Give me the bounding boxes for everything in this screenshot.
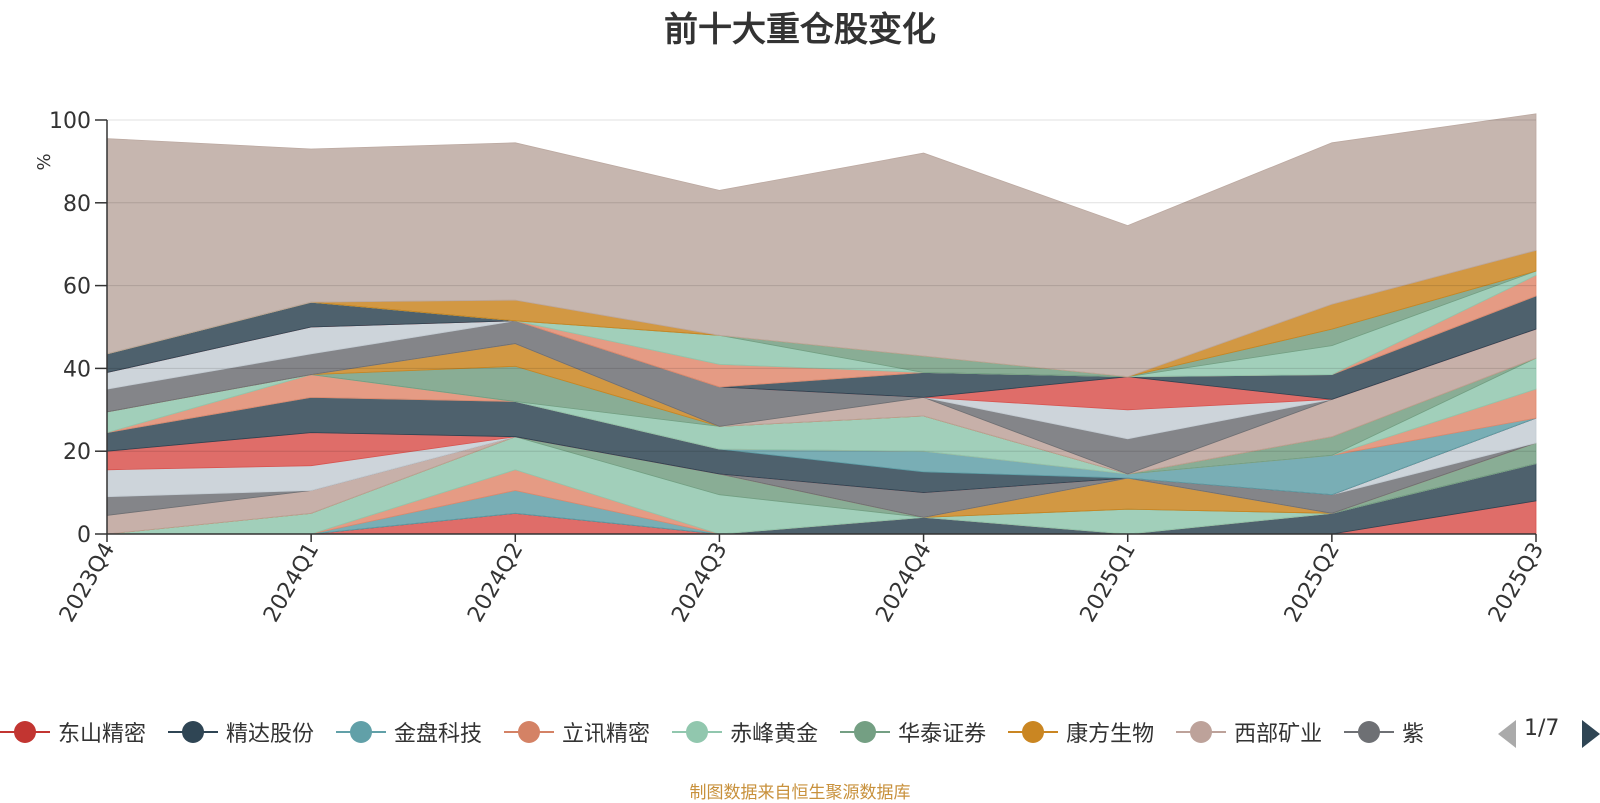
legend-marker-icon <box>1344 719 1395 745</box>
y-tick-label: 80 <box>63 192 91 217</box>
legend: 东山精密 精达股份 金盘科技 立讯精密 赤峰黄金 华泰证券 康方生物 西部矿业 紫 <box>0 712 1490 752</box>
x-tick-label: 2025Q2 <box>1280 539 1345 627</box>
legend-label: 东山精密 <box>58 722 147 747</box>
legend-marker-icon <box>168 719 219 745</box>
legend-item[interactable]: 金盘科技 <box>336 712 482 752</box>
x-tick-label: 2024Q4 <box>871 539 936 627</box>
legend-label: 精达股份 <box>226 722 315 747</box>
x-tick-label: 2024Q3 <box>667 539 732 627</box>
x-tick-label: 2025Q1 <box>1076 539 1141 627</box>
legend-label: 赤峰黄金 <box>730 722 819 747</box>
x-tick-label: 2024Q2 <box>463 539 528 627</box>
legend-pager: 1/7 <box>1498 716 1600 750</box>
y-tick-label: 100 <box>49 109 91 134</box>
area-series-group <box>106 113 1537 535</box>
gridlines <box>107 119 1536 452</box>
legend-label: 立讯精密 <box>562 722 651 747</box>
y-tick-label: 20 <box>63 440 91 465</box>
legend-item[interactable]: 精达股份 <box>168 712 314 752</box>
y-axis-label: % <box>34 153 55 170</box>
area-series-28 <box>106 113 1537 378</box>
legend-marker-icon <box>1176 719 1227 745</box>
data-source-note: 制图数据来自恒生聚源数据库 <box>689 783 911 803</box>
legend-marker-icon <box>0 719 50 745</box>
chart-title: 前十大重仓股变化 <box>664 10 936 50</box>
x-tick-label: 2025Q3 <box>1484 539 1549 627</box>
legend-item[interactable]: 东山精密 <box>0 712 146 752</box>
legend-marker-icon <box>336 719 387 745</box>
legend-marker-icon <box>504 719 555 745</box>
x-tick-label: 2024Q1 <box>259 539 324 627</box>
legend-marker-icon <box>840 719 891 745</box>
legend-marker-icon <box>1008 719 1059 745</box>
x-tick-label: 2023Q4 <box>55 539 120 627</box>
legend-page-indicator: 1/7 <box>1524 716 1560 741</box>
legend-item[interactable]: 赤峰黄金 <box>672 712 818 752</box>
legend-item[interactable]: 立讯精密 <box>504 712 650 752</box>
y-tick-label: 60 <box>63 275 91 300</box>
legend-item[interactable]: 西部矿业 <box>1176 712 1322 752</box>
legend-label: 西部矿业 <box>1234 722 1323 747</box>
legend-item[interactable]: 紫 <box>1344 712 1424 752</box>
legend-next-page-button[interactable] <box>1582 720 1600 748</box>
legend-item[interactable]: 华泰证券 <box>840 712 986 752</box>
y-tick-label: 40 <box>63 357 91 382</box>
legend-marker-icon <box>672 719 723 745</box>
legend-label: 金盘科技 <box>394 722 483 747</box>
legend-label: 康方生物 <box>1066 722 1155 747</box>
legend-label: 华泰证券 <box>898 722 987 747</box>
legend-label: 紫 <box>1402 722 1425 747</box>
legend-item[interactable]: 康方生物 <box>1008 712 1154 752</box>
legend-prev-page-button[interactable] <box>1498 720 1516 748</box>
y-tick-label: 0 <box>77 523 91 548</box>
